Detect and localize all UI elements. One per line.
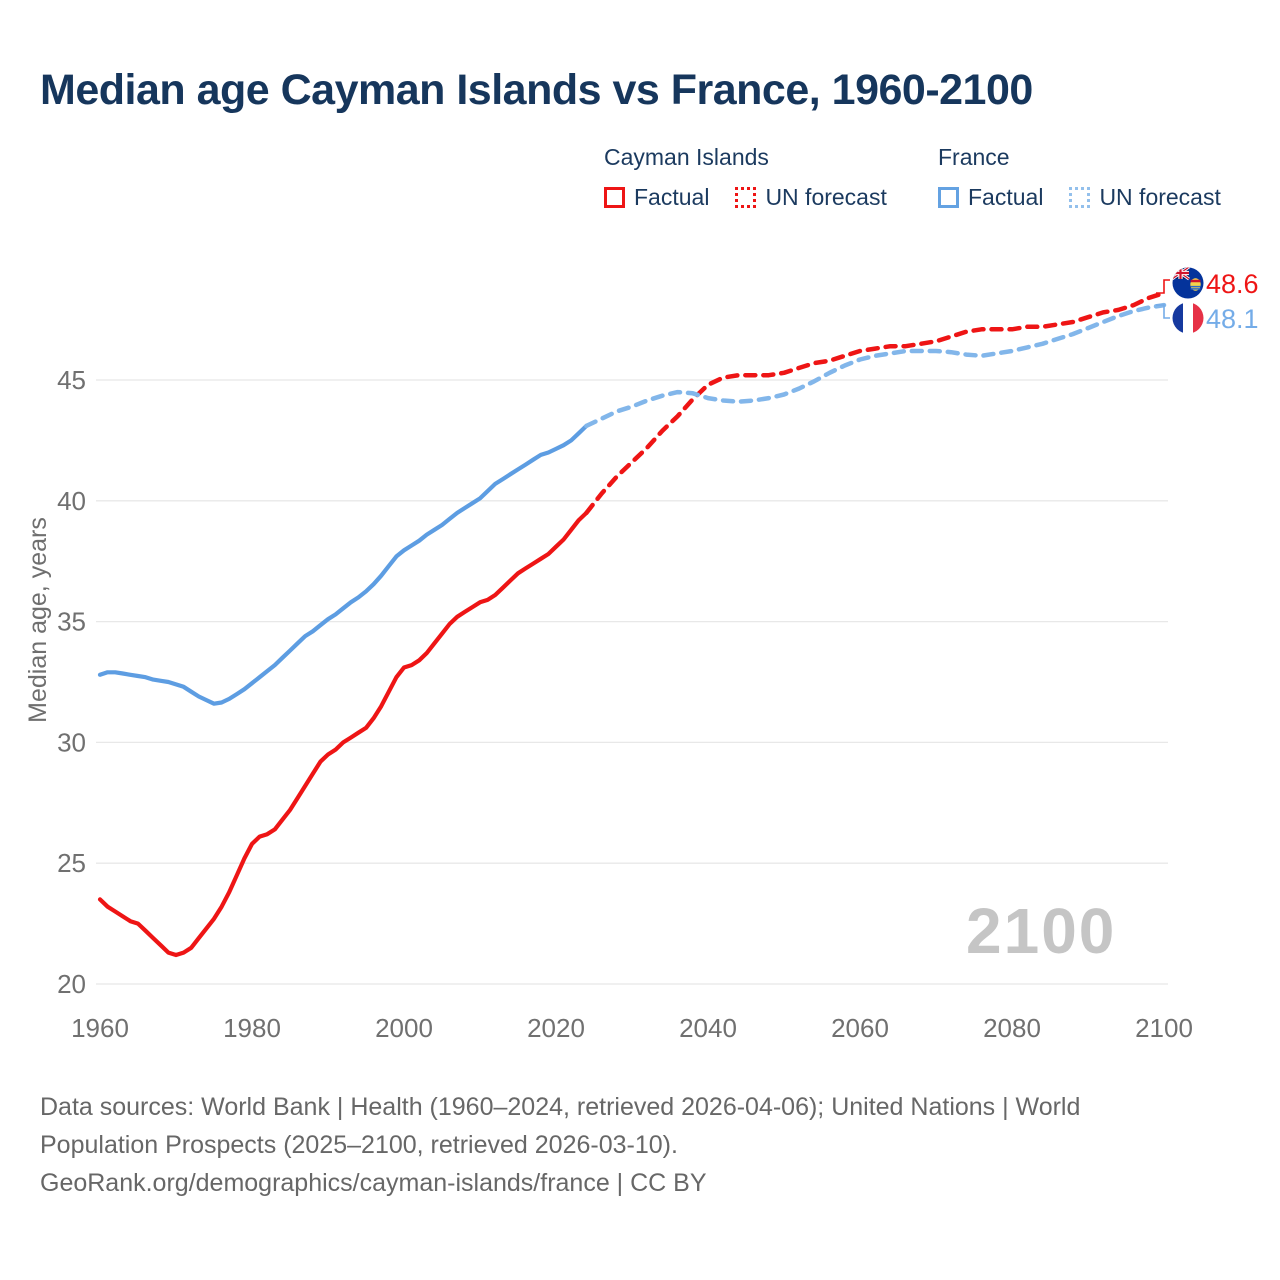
- legend-row-cayman: Factual UN forecast: [604, 184, 913, 211]
- cayman-endpoint-connector: [1156, 279, 1170, 294]
- series-line-cayman-islands-factual: [97, 510, 589, 958]
- x-tick-label-2000: 2000: [375, 1013, 433, 1043]
- france-endpoint-connector: [1156, 304, 1170, 319]
- cayman-forecast-swatch-icon: [735, 187, 757, 208]
- legend-group-france: France Factual UN forecast: [938, 144, 1247, 211]
- x-tick-label-2100: 2100: [1135, 1013, 1193, 1043]
- axis-layer: Median age, years 20 25 30 35 40 45 1960 1980 20…: [24, 365, 1193, 1043]
- attribution-text: GeoRank.org/demographics/cayman-islands/…: [40, 1169, 707, 1197]
- france-end-value-label: 48.1: [1206, 304, 1259, 334]
- y-tick-label-20: 20: [57, 969, 86, 999]
- data-sources-text: Data sources: World Bank | Health (1960–…: [40, 1093, 1081, 1159]
- legend-item-france-forecast: UN forecast: [1069, 184, 1221, 211]
- france-flag-icon: [1172, 302, 1204, 334]
- legend-item-cayman-forecast: UN forecast: [735, 184, 887, 211]
- legend-label-cayman-forecast: UN forecast: [765, 184, 887, 210]
- series-layer: [97, 290, 1167, 958]
- cayman-islands-flag-icon: [1172, 267, 1204, 299]
- legend-label-cayman-factual: Factual: [634, 184, 710, 210]
- y-tick-label-35: 35: [57, 607, 86, 637]
- x-tick-label-2060: 2060: [831, 1013, 889, 1043]
- legend-row-france: Factual UN forecast: [938, 184, 1247, 211]
- legend-group-cayman-islands: Cayman Islands Factual UN forecast: [604, 144, 913, 211]
- y-tick-label-45: 45: [57, 365, 86, 395]
- x-tick-label-2080: 2080: [983, 1013, 1041, 1043]
- legend-header-cayman-islands: Cayman Islands: [604, 144, 769, 170]
- cayman-factual-swatch-icon: [604, 187, 625, 208]
- series-line-france-forecast: [584, 302, 1167, 429]
- y-axis-title: Median age, years: [24, 517, 52, 723]
- series-line-france-factual: [97, 423, 589, 706]
- legend-header-france: France: [938, 144, 1010, 170]
- x-tick-label-1980: 1980: [223, 1013, 281, 1043]
- legend-label-france-factual: Factual: [968, 184, 1044, 210]
- endpoint-overlay: 48.6 48.1: [1156, 267, 1259, 334]
- watermark-year: 2100: [966, 895, 1117, 967]
- x-tick-label-2040: 2040: [679, 1013, 737, 1043]
- y-tick-label-40: 40: [57, 486, 86, 516]
- footer: Data sources: World Bank | Health (1960–…: [40, 1088, 1152, 1202]
- y-tick-label-25: 25: [57, 848, 86, 878]
- france-factual-swatch-icon: [938, 187, 959, 208]
- cayman-end-value-label: 48.6: [1206, 269, 1259, 299]
- france-forecast-swatch-icon: [1069, 187, 1091, 208]
- grid-layer: [96, 379, 1168, 985]
- series-line-cayman-islands-forecast: [584, 290, 1167, 516]
- legend-label-france-forecast: UN forecast: [1099, 184, 1221, 210]
- page-title: Median age Cayman Islands vs France, 196…: [40, 66, 1033, 114]
- x-tick-label-2020: 2020: [527, 1013, 585, 1043]
- legend-item-france-factual: Factual: [938, 184, 1043, 211]
- x-tick-label-1960: 1960: [71, 1013, 129, 1043]
- y-tick-label-30: 30: [57, 727, 86, 757]
- legend-item-cayman-factual: Factual: [604, 184, 709, 211]
